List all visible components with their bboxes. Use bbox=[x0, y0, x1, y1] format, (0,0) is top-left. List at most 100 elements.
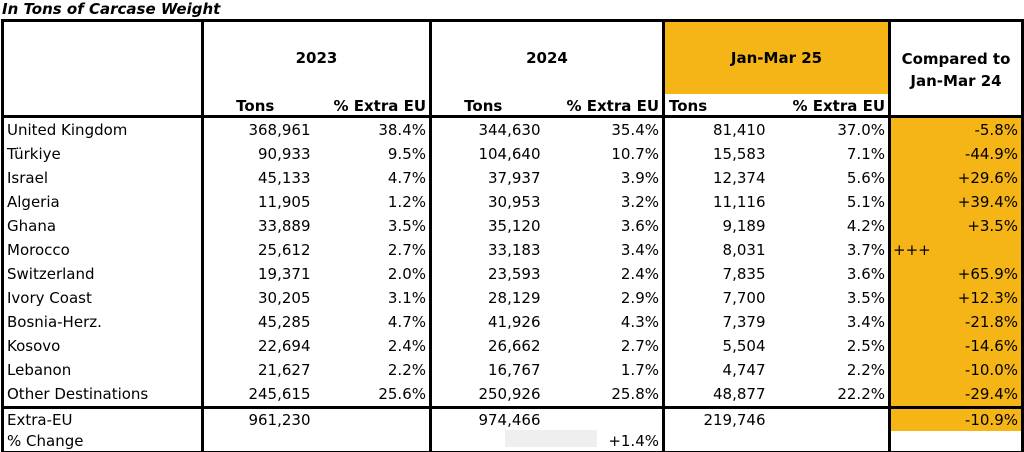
table-row: Other Destinations 245,615 25.6% 250,926… bbox=[2, 382, 1023, 408]
corner-subcell bbox=[2, 94, 204, 118]
cell-jm25-pct: 37.0% bbox=[769, 116, 891, 142]
cell-compared: +65.9% bbox=[889, 262, 1023, 286]
cell-compared: -44.9% bbox=[889, 142, 1023, 166]
cell-2024-tons: 26,662 bbox=[488, 337, 541, 355]
cell-2023-pct: 38.4% bbox=[320, 116, 432, 142]
subheader-jm25-pct: % Extra EU bbox=[769, 94, 891, 118]
country-name: Bosnia-Herz. bbox=[2, 310, 204, 334]
cell-2023-pct: 2.7% bbox=[320, 238, 432, 262]
pct-change-label: % Change bbox=[2, 431, 204, 452]
cell-2024-pct: 2.4% bbox=[548, 262, 665, 286]
total-label: Extra-EU bbox=[2, 407, 204, 431]
cell-2023-tons: 45,285 bbox=[258, 313, 311, 331]
cell-jm25-pct: 3.4% bbox=[769, 310, 891, 334]
cell-compared: -10.0% bbox=[889, 358, 1023, 382]
cell-2023-pct: 9.5% bbox=[320, 142, 432, 166]
col-group-2023: 2023 bbox=[202, 20, 432, 94]
cell-2023-tons: 90,933 bbox=[258, 145, 311, 163]
cell-2023-tons: 368,961 bbox=[248, 121, 311, 139]
cell-2023-tons: 45,133 bbox=[258, 169, 311, 187]
cell-2024-tons: 104,640 bbox=[478, 145, 541, 163]
header-sub-row: Tons % Extra EU Tons % Extra EU Tons % E… bbox=[2, 94, 1023, 118]
pct-change-jm25-pct-empty bbox=[769, 431, 891, 452]
cell-jm25-pct: 7.1% bbox=[769, 142, 891, 166]
cell-jm25-tons: 5,504 bbox=[722, 337, 766, 355]
header-group-row: 2023 2024 Jan-Mar 25 Compared to Jan-Mar… bbox=[2, 20, 1023, 118]
country-name: Morocco bbox=[2, 238, 204, 262]
cell-jm25-tons: 7,835 bbox=[722, 265, 766, 283]
corner-cell bbox=[2, 20, 204, 94]
cell-jm25-pct: 22.2% bbox=[769, 382, 891, 408]
table-row: United Kingdom 368,961 38.4% 344,630 35.… bbox=[2, 116, 1023, 142]
total-jm25-pct-empty bbox=[769, 407, 891, 431]
country-name: Algeria bbox=[2, 190, 204, 214]
cell-2024-pct: 25.8% bbox=[548, 382, 665, 408]
country-name: Türkiye bbox=[2, 142, 204, 166]
cell-2024-pct: 3.6% bbox=[548, 214, 665, 238]
country-name: Ghana bbox=[2, 214, 204, 238]
table-row: Ivory Coast 30,205 3.1% 28,129 2.9% 7,70… bbox=[2, 286, 1023, 310]
total-jm25-tons: 219,746 bbox=[703, 411, 766, 429]
cell-compared: +3.5% bbox=[889, 214, 1023, 238]
cell-jm25-tons: 81,410 bbox=[713, 121, 766, 139]
cell-2023-tons: 245,615 bbox=[248, 385, 311, 403]
cell-2023-pct: 1.2% bbox=[320, 190, 432, 214]
pct-change-row: % Change +1.4% bbox=[2, 431, 1023, 452]
cell-2024-tons: 16,767 bbox=[488, 361, 541, 379]
cell-2023-tons: 25,612 bbox=[258, 241, 311, 259]
cell-2024-tons: 28,129 bbox=[488, 289, 541, 307]
cell-2023-tons: 21,627 bbox=[258, 361, 311, 379]
cell-compared: +++ bbox=[889, 238, 1023, 262]
cell-jm25-pct: 3.5% bbox=[769, 286, 891, 310]
pct-change-2024-tons-empty bbox=[431, 431, 549, 452]
table-body: United Kingdom 368,961 38.4% 344,630 35.… bbox=[2, 116, 1023, 408]
total-compared-value: -10.9% bbox=[889, 407, 1023, 431]
table-header: 2023 2024 Jan-Mar 25 Compared to Jan-Mar… bbox=[2, 20, 1023, 118]
cell-2023-pct: 2.2% bbox=[320, 358, 432, 382]
cell-jm25-pct: 5.6% bbox=[769, 166, 891, 190]
total-2024-tons: 974,466 bbox=[478, 411, 541, 429]
col-group-jan-mar-25: Jan-Mar 25 bbox=[663, 20, 891, 94]
table-row: Kosovo 22,694 2.4% 26,662 2.7% 5,504 2.5… bbox=[2, 334, 1023, 358]
cell-2024-tons: 37,937 bbox=[488, 169, 541, 187]
cell-2024-pct: 3.9% bbox=[548, 166, 665, 190]
cell-2024-pct: 2.9% bbox=[548, 286, 665, 310]
cell-2024-tons: 344,630 bbox=[478, 121, 541, 139]
cell-jm25-pct: 5.1% bbox=[769, 190, 891, 214]
cell-jm25-tons: 9,189 bbox=[722, 217, 766, 235]
cell-2024-tons: 33,183 bbox=[488, 241, 541, 259]
cell-2024-tons: 30,953 bbox=[488, 193, 541, 211]
cell-compared: -29.4% bbox=[889, 382, 1023, 408]
cell-jm25-pct: 2.2% bbox=[769, 358, 891, 382]
cell-jm25-tons: 48,877 bbox=[713, 385, 766, 403]
cell-2023-pct: 3.5% bbox=[320, 214, 432, 238]
table-row: Ghana 33,889 3.5% 35,120 3.6% 9,189 4.2%… bbox=[2, 214, 1023, 238]
cell-2024-pct: 4.3% bbox=[548, 310, 665, 334]
cell-2024-pct: 3.2% bbox=[548, 190, 665, 214]
country-name: Other Destinations bbox=[2, 382, 204, 408]
cell-compared: -21.8% bbox=[889, 310, 1023, 334]
cell-2023-tons: 19,371 bbox=[258, 265, 311, 283]
cell-jm25-tons: 4,747 bbox=[722, 361, 766, 379]
cell-jm25-pct: 4.2% bbox=[769, 214, 891, 238]
cell-2024-pct: 35.4% bbox=[548, 116, 665, 142]
cell-compared: +29.6% bbox=[889, 166, 1023, 190]
table-row: Israel 45,133 4.7% 37,937 3.9% 12,374 5.… bbox=[2, 166, 1023, 190]
cell-2023-pct: 2.0% bbox=[320, 262, 432, 286]
col-group-2024: 2024 bbox=[430, 20, 665, 94]
cell-jm25-tons: 8,031 bbox=[722, 241, 766, 259]
table-title: In Tons of Carcase Weight bbox=[2, 0, 221, 18]
pct-change-jm25-tons-empty bbox=[664, 431, 770, 452]
cell-jm25-tons: 7,700 bbox=[722, 289, 766, 307]
table-totals: Extra-EU 961,230 974,466 219,746 -10.9% … bbox=[2, 407, 1023, 452]
cell-2024-tons: 250,926 bbox=[478, 385, 541, 403]
cell-2023-pct: 3.1% bbox=[320, 286, 432, 310]
subheader-2023-tons: Tons bbox=[202, 94, 321, 118]
cell-2024-pct: 3.4% bbox=[548, 238, 665, 262]
table-row: Türkiye 90,933 9.5% 104,640 10.7% 15,583… bbox=[2, 142, 1023, 166]
cell-2024-pct: 2.7% bbox=[548, 334, 665, 358]
table-row: Switzerland 19,371 2.0% 23,593 2.4% 7,83… bbox=[2, 262, 1023, 286]
pct-change-2024-value: +1.4% bbox=[548, 431, 665, 452]
table-row: Bosnia-Herz. 45,285 4.7% 41,926 4.3% 7,3… bbox=[2, 310, 1023, 334]
